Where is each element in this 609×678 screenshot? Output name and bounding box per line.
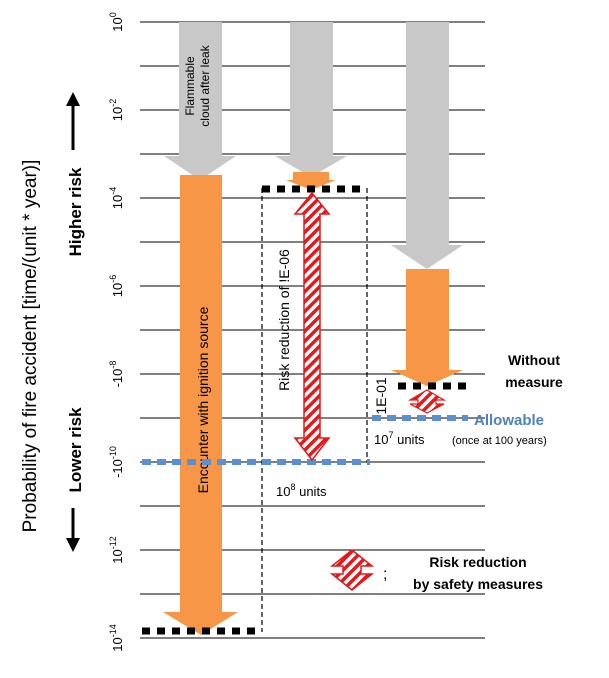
risk-reduction-label: Risk reduction of !E-06: [276, 249, 292, 391]
leak-arrow-col2: [275, 22, 347, 177]
y-axis-title: Probability of fire accident [time/(unit…: [20, 160, 41, 533]
ignition-label: Encounter with ignition source: [195, 306, 211, 493]
higher-risk-label: Higher risk: [66, 167, 85, 256]
y-tick-labels: 100 10-2 10-4 10-6 -10-8 -10-10 10-12 10…: [108, 12, 125, 651]
y-tick-label: -10-8: [108, 361, 125, 388]
without-measure-line2: measure: [505, 374, 563, 390]
orange-arrow-col2: [286, 172, 336, 190]
ignition-arrow: [163, 175, 238, 635]
y-tick-label: 10-14: [108, 624, 125, 651]
legend-separator: ;: [383, 566, 387, 583]
risk-reduction-arrow: [293, 191, 331, 462]
once-at-100-years-label: (once at 100 years): [452, 435, 547, 447]
arrow-down-icon: [66, 508, 80, 552]
y-tick-label: 10-12: [108, 536, 125, 563]
legend-line1: Risk reduction: [429, 554, 526, 570]
legend-reduction-icon: [329, 549, 375, 591]
leak-label-line1: Flammable: [183, 56, 197, 116]
leak-label-line2: cloud after leak: [198, 44, 212, 126]
lower-risk-label: Lower risk: [66, 407, 85, 493]
legend: ; Risk reduction by safety measures: [329, 549, 543, 592]
small-reduction-arrow: [407, 389, 447, 414]
arrow-up-icon: [66, 92, 80, 150]
legend-line2: by safety measures: [413, 576, 543, 592]
units-1e7-label: 107 units: [374, 430, 425, 447]
orange-arrow-col3: [391, 269, 463, 386]
y-tick-label: 10-2: [108, 99, 125, 121]
allowable-label: Allowable: [474, 412, 544, 429]
y-tick-label: 10-4: [108, 187, 125, 209]
leak-arrow-col3: [391, 22, 463, 269]
y-tick-label: 10-6: [108, 275, 125, 297]
y-tick-label: -10-10: [108, 446, 125, 478]
units-1e8-label: 108 units: [276, 482, 327, 499]
small-reduction-label: 1E-01: [373, 377, 389, 415]
dashed-connectors: [261, 188, 368, 632]
without-measure-line1: Without: [508, 352, 560, 368]
y-tick-label: 100: [108, 12, 125, 31]
leak-arrow-col1: [164, 22, 236, 180]
